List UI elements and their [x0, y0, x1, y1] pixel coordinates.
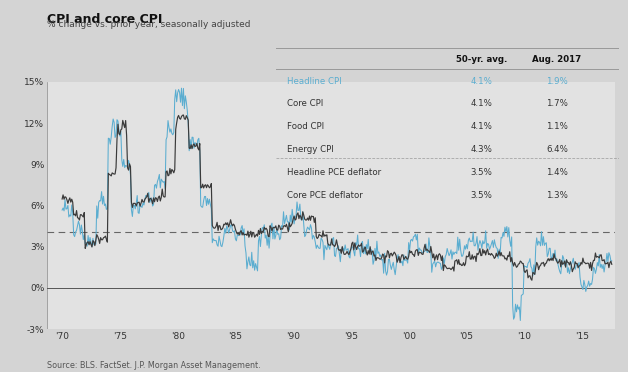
Text: 1.1%: 1.1% — [546, 122, 568, 131]
Text: 50-yr. avg.: 50-yr. avg. — [456, 55, 507, 64]
Text: 6.4%: 6.4% — [546, 145, 568, 154]
Text: Aug. 2017: Aug. 2017 — [533, 55, 582, 64]
Text: 1.3%: 1.3% — [546, 191, 568, 200]
Text: Core PCE deflator: Core PCE deflator — [286, 191, 362, 200]
Text: 4.3%: 4.3% — [471, 145, 492, 154]
Text: 3.5%: 3.5% — [471, 191, 492, 200]
Text: 4.1%: 4.1% — [471, 122, 492, 131]
Text: Core CPI: Core CPI — [286, 99, 323, 109]
Text: Headline PCE deflator: Headline PCE deflator — [286, 168, 381, 177]
Text: % change vs. prior year, seasonally adjusted: % change vs. prior year, seasonally adju… — [47, 20, 251, 29]
Text: 1.9%: 1.9% — [546, 77, 568, 86]
Text: 4.1%: 4.1% — [471, 99, 492, 109]
Text: Energy CPI: Energy CPI — [286, 145, 333, 154]
Text: CPI and core CPI: CPI and core CPI — [47, 13, 163, 26]
Text: Headline CPI: Headline CPI — [286, 77, 341, 86]
Text: 1.4%: 1.4% — [546, 168, 568, 177]
Text: Food CPI: Food CPI — [286, 122, 323, 131]
Text: 3.5%: 3.5% — [471, 168, 492, 177]
Text: 4.1%: 4.1% — [471, 77, 492, 86]
Text: Source: BLS. FactSet. J.P. Morgan Asset Management.: Source: BLS. FactSet. J.P. Morgan Asset … — [47, 361, 261, 370]
Text: 1.7%: 1.7% — [546, 99, 568, 109]
